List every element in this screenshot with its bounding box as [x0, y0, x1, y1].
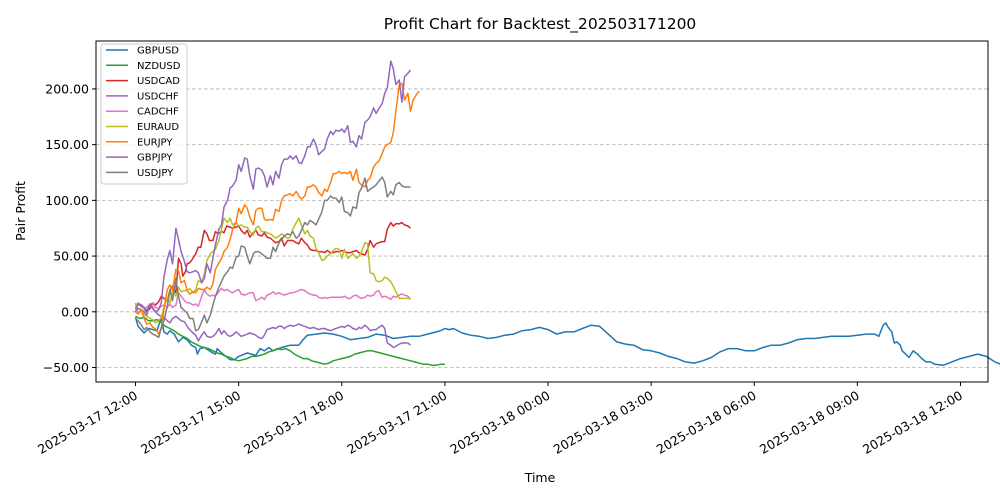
series-line-gbpusd — [134, 316, 1000, 367]
legend-label: CADCHF — [137, 107, 179, 118]
series-line-gbpjpy — [134, 60, 412, 313]
series-line-cadchf — [134, 287, 412, 310]
y-tick-label: 50.00 — [53, 249, 89, 264]
y-tick-label: 150.00 — [45, 137, 89, 152]
series-line-usdcad — [134, 221, 411, 313]
y-axis-label: Pair Profit — [13, 181, 28, 241]
legend-label: NZDUSD — [137, 61, 181, 72]
legend-label: USDCAD — [137, 76, 180, 87]
y-tick-label: 200.00 — [45, 81, 89, 96]
y-tick-label: −50.00 — [43, 360, 89, 375]
series-line-nzdusd — [135, 315, 445, 367]
grid-lines — [96, 88, 988, 368]
series-line-usdjpy — [135, 176, 411, 339]
legend-label: GBPUSD — [137, 46, 179, 57]
y-tick-label: 0.00 — [61, 304, 89, 319]
chart-title: Profit Chart for Backtest_202503171200 — [384, 15, 697, 34]
series-line-eurjpy — [135, 82, 420, 335]
plot-frame — [95, 40, 989, 383]
x-axis-label: Time — [524, 470, 556, 485]
series-line-usdchf — [134, 303, 411, 349]
legend-label: GBPJPY — [137, 153, 173, 164]
legend-label: USDCHF — [137, 91, 179, 102]
legend-label: EURJPY — [137, 137, 173, 148]
legend: GBPUSD NZDUSD USDCAD USDCHF CADCHF EURAUD EURJ… — [100, 43, 188, 185]
y-tick-label: 100.00 — [45, 193, 89, 208]
legend-label: USDJPY — [137, 168, 174, 179]
y-axis-ticks: −50.00 0.00 50.00 100.00 150.00 200.00 — [43, 81, 96, 375]
series-line-euraud — [134, 217, 411, 324]
legend-box — [100, 43, 188, 185]
series-lines — [134, 60, 1000, 367]
legend-label: EURAUD — [137, 122, 179, 133]
